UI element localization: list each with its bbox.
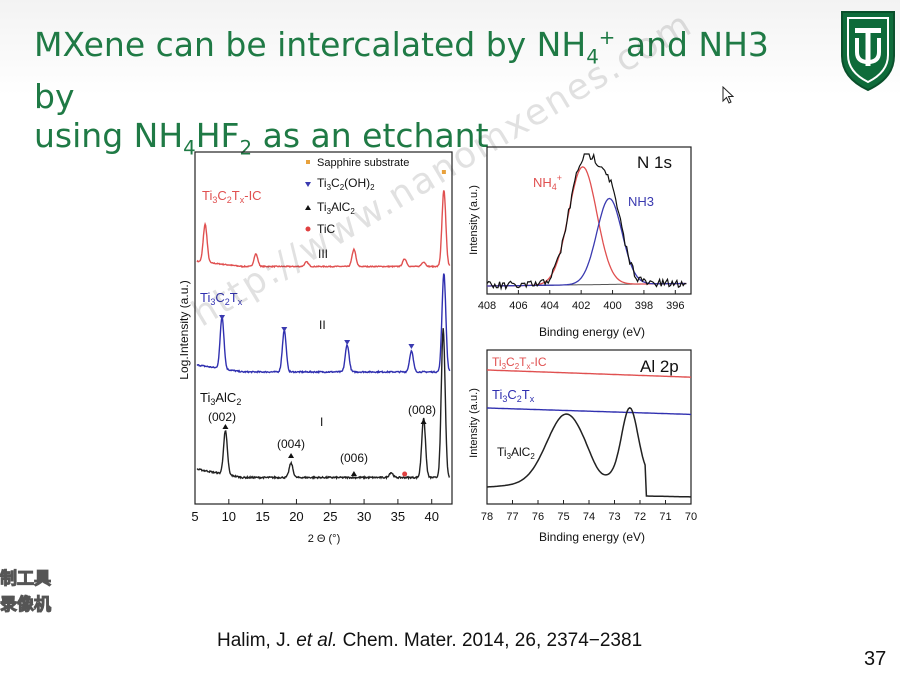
al2p-mxene-line (487, 407, 691, 416)
n1s-tick-label: 398 (635, 300, 653, 312)
xrd-marker-ti3alc2 (288, 453, 295, 458)
xrd-tick-label: 25 (323, 509, 337, 524)
tulane-shield-icon (841, 11, 895, 92)
n1s-tick-label: 402 (572, 300, 590, 312)
xrd-marker-sapphire (441, 170, 446, 174)
al2p-max-label: Ti3AlC2 (497, 445, 535, 461)
al2p-mxene-label: Ti3C2Tx (492, 387, 535, 404)
mouse-cursor-icon (722, 86, 734, 104)
n1s-tick-label: 406 (509, 300, 527, 312)
n1s-xlabel: Binding energy (eV) (539, 325, 645, 339)
al2p-title: Al 2p (640, 357, 679, 376)
page-number: 37 (864, 648, 887, 670)
xrd-series-line (196, 190, 451, 269)
annotation-004: (004) (277, 437, 305, 451)
xrd-panel: 5 10 15 20 25 30 35 40 2 Θ (°) Log.Intensity (a… (180, 151, 453, 545)
al2p-ic-label: Ti3C2Tx-IC (492, 355, 547, 371)
legend-ti3alc2-label: Ti3AlC2 (317, 200, 355, 216)
xrd-marker-ti3c2oh2 (219, 315, 226, 320)
title-line-1: MXene can be intercalated by NH4+ and NH… (34, 25, 769, 116)
overlay-line-1: 制工具 (0, 568, 51, 588)
xrd-ylabel: Log.Intensity (a.u.) (180, 280, 191, 379)
al2p-tick-label: 78 (481, 511, 493, 523)
xrd-tick-label: 20 (289, 509, 303, 524)
citation: Halim, J. et al. Chem. Mater. 2014, 26, … (217, 630, 643, 651)
n1s-raw-data (486, 152, 687, 291)
n1s-panel: 408 406 404 402 400 398 396 N 1s NH4+ NH3 Bind… (468, 146, 692, 339)
al2p-tick-label: 75 (557, 511, 569, 523)
al2p-tick-label: 73 (608, 511, 620, 523)
legend-ti3c2oh2-icon (305, 182, 311, 187)
series-label-ic: Ti3C2Tx-IC (202, 188, 262, 205)
xrd-marker-tic (402, 471, 408, 477)
overlay-line-2: 录像机 (0, 594, 51, 614)
legend-sapphire-icon (306, 160, 310, 164)
xrd-legend: Sapphire substrate Ti3C2(OH)2 Ti3AlC2 Ti… (305, 157, 409, 236)
annotation-006: (006) (340, 451, 368, 465)
xrd-tick-label: 5 (191, 509, 198, 524)
region-label-ii: II (319, 318, 326, 332)
al2p-tick-label: 71 (659, 511, 671, 523)
annotation-008: (008) (408, 403, 436, 417)
n1s-ylabel: Intensity (a.u.) (468, 185, 480, 255)
xrd-marker-ti3c2oh2 (344, 340, 351, 345)
region-label-i: I (320, 415, 323, 429)
al2p-tick-label: 74 (583, 511, 595, 523)
xrd-tick-label: 30 (357, 509, 371, 524)
legend-ti3alc2-icon (305, 205, 311, 210)
xrd-series-line (196, 273, 451, 375)
legend-sapphire-label: Sapphire substrate (317, 157, 409, 169)
xrd-tick-label: 10 (222, 509, 236, 524)
al2p-tick-label: 76 (532, 511, 544, 523)
al2p-panel: 78 77 76 75 74 73 72 71 70 Al 2p Ti3C2Tx-IC Ti3C… (468, 349, 697, 544)
figure: 5 10 15 20 25 30 35 40 2 Θ (°) Log.Intensity (a… (180, 146, 697, 545)
xrd-marker-ti3c2oh2 (281, 327, 288, 332)
annotation-002: (002) (208, 410, 236, 424)
n1s-tick-label: 404 (541, 300, 559, 312)
n1s-tick-label: 396 (666, 300, 684, 312)
xrd-tick-label: 40 (424, 509, 438, 524)
slide-title: MXene can be intercalated by NH4+ and NH… (34, 18, 814, 167)
n1s-nh3-label: NH3 (628, 194, 654, 209)
n1s-title: N 1s (637, 153, 672, 172)
xrd-marker-ti3alc2 (350, 471, 357, 476)
n1s-nh3-fit (487, 197, 687, 287)
legend-tic-label: TiC (317, 222, 336, 236)
al2p-xlabel: Binding energy (eV) (539, 530, 645, 544)
n1s-tick-label: 408 (478, 300, 496, 312)
region-label-iii: III (318, 247, 328, 261)
recorder-overlay: 制工具 录像机 (0, 568, 52, 615)
xrd-marker-ti3c2oh2 (408, 344, 415, 349)
xrd-marker-ti3alc2 (222, 424, 229, 429)
legend-ti3c2oh2-label: Ti3C2(OH)2 (317, 176, 375, 192)
n1s-nh4-label: NH4+ (533, 173, 562, 192)
xrd-tick-label: 35 (391, 509, 405, 524)
n1s-tick-label: 400 (603, 300, 621, 312)
xrd-tick-label: 15 (255, 509, 269, 524)
series-label-mxene: Ti3C2Tx (200, 290, 243, 307)
al2p-ic-line (487, 369, 691, 378)
title-line-2: using NH4HF2 as an etchant (34, 115, 489, 160)
al2p-max-line (486, 406, 691, 498)
xrd-xlabel: 2 Θ (°) (308, 533, 341, 545)
al2p-tick-label: 77 (506, 511, 518, 523)
al2p-tick-label: 70 (685, 511, 697, 523)
xrd-marker-ti3alc2 (420, 419, 427, 424)
al2p-tick-label: 72 (634, 511, 646, 523)
legend-tic-icon (305, 226, 311, 232)
xrd-series-line (196, 328, 451, 481)
al2p-ylabel: Intensity (a.u.) (468, 388, 480, 458)
series-label-max: Ti3AlC2 (200, 390, 241, 407)
